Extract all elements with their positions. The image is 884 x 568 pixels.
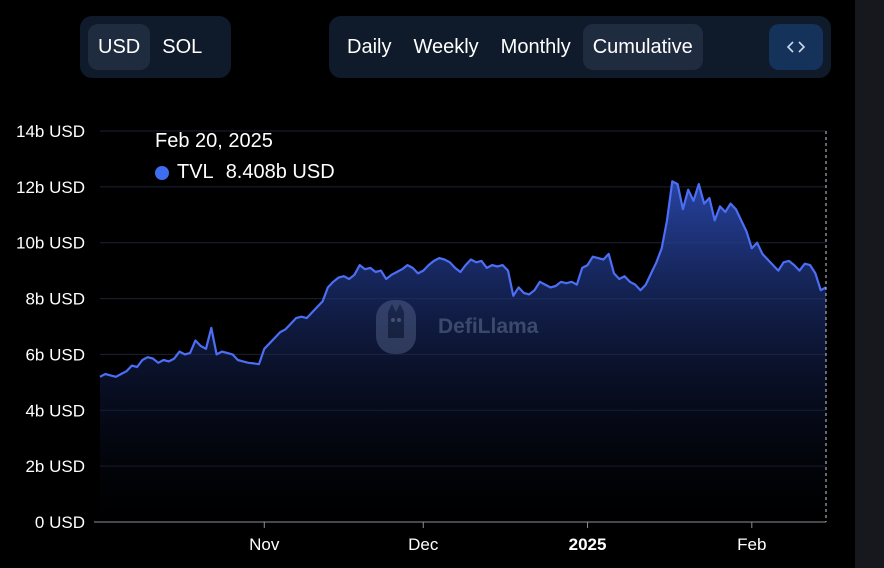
- tvl-legend-dot-icon: [155, 165, 169, 180]
- currency-usd-button[interactable]: USD: [88, 24, 151, 70]
- x-tick-label: Dec: [408, 535, 439, 554]
- y-tick-label: 6b USD: [25, 345, 85, 364]
- period-weekly-button[interactable]: Weekly: [413, 36, 479, 58]
- x-tick-label: Feb: [737, 535, 766, 554]
- period-daily-button[interactable]: Daily: [347, 36, 392, 58]
- embed-code-button[interactable]: [769, 24, 823, 70]
- period-toggle: Daily Weekly Monthly Cumulative: [329, 16, 831, 78]
- watermark-text: DefiLlama: [438, 315, 539, 338]
- tvl-line: [99, 180, 827, 378]
- tooltip-series-name: TVL: [177, 161, 214, 183]
- x-tick-label: 2025: [569, 535, 607, 554]
- y-tick-label: 10b USD: [16, 234, 85, 253]
- tooltip-value: 8.408b USD: [225, 161, 335, 183]
- defillama-watermark: DefiLlama: [374, 298, 538, 356]
- chart-tooltip: Feb 20, 2025 TVL 8.408b USD: [155, 130, 335, 184]
- tooltip-row: TVL 8.408b USD: [155, 161, 335, 184]
- y-tick-label: 8b USD: [25, 290, 85, 309]
- tvl-area: [100, 181, 826, 523]
- code-brackets-icon: [786, 41, 806, 53]
- currency-sol-button[interactable]: SOL: [162, 36, 203, 58]
- period-cumulative-button[interactable]: Cumulative: [582, 24, 703, 70]
- y-tick-label: 2b USD: [25, 457, 85, 476]
- y-tick-label: 12b USD: [16, 178, 85, 197]
- tooltip-date: Feb 20, 2025: [155, 130, 273, 152]
- right-scroll-strip: [855, 0, 884, 568]
- y-tick-label: 0 USD: [35, 513, 85, 532]
- currency-toggle: USD SOL: [80, 16, 231, 78]
- y-tick-label: 14b USD: [16, 122, 85, 141]
- y-tick-label: 4b USD: [25, 401, 85, 420]
- x-tick-label: Nov: [249, 535, 280, 554]
- period-monthly-button[interactable]: Monthly: [500, 36, 571, 58]
- llama-logo-icon: [376, 300, 416, 354]
